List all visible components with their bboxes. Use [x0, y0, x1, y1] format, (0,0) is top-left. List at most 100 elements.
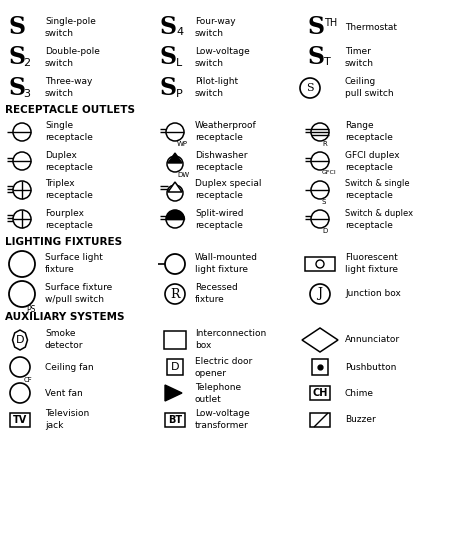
Text: receptacle: receptacle — [195, 191, 243, 200]
Text: BT: BT — [168, 415, 182, 425]
Bar — [310, 386, 330, 400]
Text: Double-pole: Double-pole — [45, 47, 100, 56]
Text: Range: Range — [345, 122, 374, 130]
Polygon shape — [168, 153, 182, 163]
Text: Television: Television — [45, 410, 89, 418]
Text: S: S — [322, 199, 327, 205]
Text: 2: 2 — [23, 58, 30, 68]
Circle shape — [13, 123, 31, 141]
Circle shape — [167, 185, 183, 201]
Text: CH: CH — [312, 388, 328, 398]
Text: Annunciator: Annunciator — [345, 336, 400, 345]
Circle shape — [9, 251, 35, 277]
Text: Chime: Chime — [345, 388, 374, 397]
Circle shape — [311, 181, 329, 199]
Text: Vent fan: Vent fan — [45, 388, 83, 397]
Text: Split-wired: Split-wired — [195, 209, 244, 218]
Text: switch: switch — [45, 89, 74, 98]
Text: S: S — [306, 83, 314, 93]
Text: outlet: outlet — [195, 395, 222, 403]
Text: light fixture: light fixture — [195, 265, 248, 275]
Text: 4: 4 — [176, 27, 183, 37]
Text: receptacle: receptacle — [45, 191, 93, 200]
Text: LIGHTING FIXTURES: LIGHTING FIXTURES — [5, 237, 122, 247]
Text: Ceiling fan: Ceiling fan — [45, 362, 94, 371]
Text: Low-voltage: Low-voltage — [195, 47, 250, 56]
Text: pull switch: pull switch — [345, 89, 393, 98]
Text: Pilot-light: Pilot-light — [195, 78, 238, 87]
Text: Timer: Timer — [345, 47, 371, 56]
Bar — [305, 257, 335, 271]
Text: light fixture: light fixture — [345, 265, 398, 275]
Text: switch: switch — [45, 58, 74, 68]
Text: fixture: fixture — [195, 295, 225, 305]
Text: S: S — [160, 76, 177, 100]
Bar — [312, 359, 328, 375]
Circle shape — [310, 284, 330, 304]
Text: S: S — [8, 76, 25, 100]
Text: box: box — [195, 341, 211, 351]
Circle shape — [166, 123, 184, 141]
Text: receptacle: receptacle — [195, 134, 243, 143]
Text: Switch & single: Switch & single — [345, 179, 410, 189]
Text: GFCI duplex: GFCI duplex — [345, 150, 400, 159]
Text: S: S — [8, 45, 25, 69]
Text: 3: 3 — [23, 89, 30, 99]
Text: Interconnection: Interconnection — [195, 330, 266, 339]
Text: Dishwasher: Dishwasher — [195, 150, 247, 159]
Text: Wall-mounted: Wall-mounted — [195, 254, 258, 263]
Text: Four-way: Four-way — [195, 17, 236, 26]
Polygon shape — [12, 330, 27, 350]
Text: receptacle: receptacle — [45, 134, 93, 143]
Text: Pushbutton: Pushbutton — [345, 362, 396, 371]
Text: R: R — [322, 141, 327, 147]
Text: receptacle: receptacle — [345, 191, 393, 200]
Circle shape — [13, 210, 31, 228]
Text: receptacle: receptacle — [45, 220, 93, 230]
Text: Electric door: Electric door — [195, 356, 252, 366]
Text: jack: jack — [45, 421, 64, 431]
Circle shape — [165, 254, 185, 274]
Circle shape — [10, 383, 30, 403]
Text: WP: WP — [177, 141, 188, 147]
Text: R: R — [170, 287, 180, 300]
Text: S: S — [8, 15, 25, 39]
Text: switch: switch — [345, 58, 374, 68]
Bar — [310, 413, 330, 427]
Circle shape — [13, 181, 31, 199]
Text: receptacle: receptacle — [195, 163, 243, 171]
Circle shape — [167, 156, 183, 172]
Text: D: D — [322, 228, 327, 234]
Polygon shape — [165, 385, 182, 401]
Text: receptacle: receptacle — [195, 220, 243, 230]
Polygon shape — [302, 328, 338, 352]
Bar — [10, 413, 30, 427]
Circle shape — [311, 123, 329, 141]
Text: Weatherproof: Weatherproof — [195, 122, 257, 130]
Text: T: T — [324, 57, 331, 67]
Text: DW: DW — [177, 172, 189, 178]
Text: S: S — [308, 15, 325, 39]
Text: Smoke: Smoke — [45, 330, 75, 339]
Text: Low-voltage: Low-voltage — [195, 410, 250, 418]
Text: switch: switch — [195, 58, 224, 68]
Circle shape — [316, 260, 324, 268]
Bar — [165, 413, 185, 427]
Text: Fluorescent: Fluorescent — [345, 254, 398, 263]
Circle shape — [166, 210, 184, 228]
Text: Recessed: Recessed — [195, 284, 238, 292]
Text: w/pull switch: w/pull switch — [45, 295, 104, 305]
Text: Triplex: Triplex — [45, 179, 74, 189]
Text: Three-way: Three-way — [45, 78, 92, 87]
Text: Buzzer: Buzzer — [345, 416, 376, 425]
Text: L: L — [176, 58, 182, 68]
Text: switch: switch — [45, 28, 74, 38]
Text: detector: detector — [45, 341, 83, 351]
Text: TH: TH — [324, 18, 337, 28]
Text: fixture: fixture — [45, 265, 75, 275]
Text: switch: switch — [195, 28, 224, 38]
Text: D: D — [16, 335, 24, 345]
Text: PS: PS — [26, 305, 36, 314]
Text: RECEPTACLE OUTLETS: RECEPTACLE OUTLETS — [5, 105, 135, 115]
Text: GFCI: GFCI — [322, 170, 337, 175]
